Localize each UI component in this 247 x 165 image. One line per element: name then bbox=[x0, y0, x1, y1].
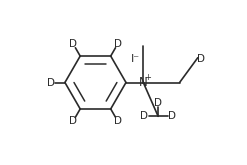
Text: N: N bbox=[139, 76, 148, 89]
Text: D: D bbox=[168, 111, 176, 121]
Text: D: D bbox=[197, 54, 205, 64]
Text: D: D bbox=[114, 39, 122, 49]
Text: D: D bbox=[69, 116, 77, 126]
Text: D: D bbox=[141, 111, 148, 121]
Text: D: D bbox=[154, 98, 162, 108]
Text: D: D bbox=[114, 116, 122, 126]
Text: +: + bbox=[144, 73, 151, 82]
Text: D: D bbox=[47, 78, 55, 87]
Text: I⁻: I⁻ bbox=[131, 54, 141, 64]
Text: D: D bbox=[69, 39, 77, 49]
